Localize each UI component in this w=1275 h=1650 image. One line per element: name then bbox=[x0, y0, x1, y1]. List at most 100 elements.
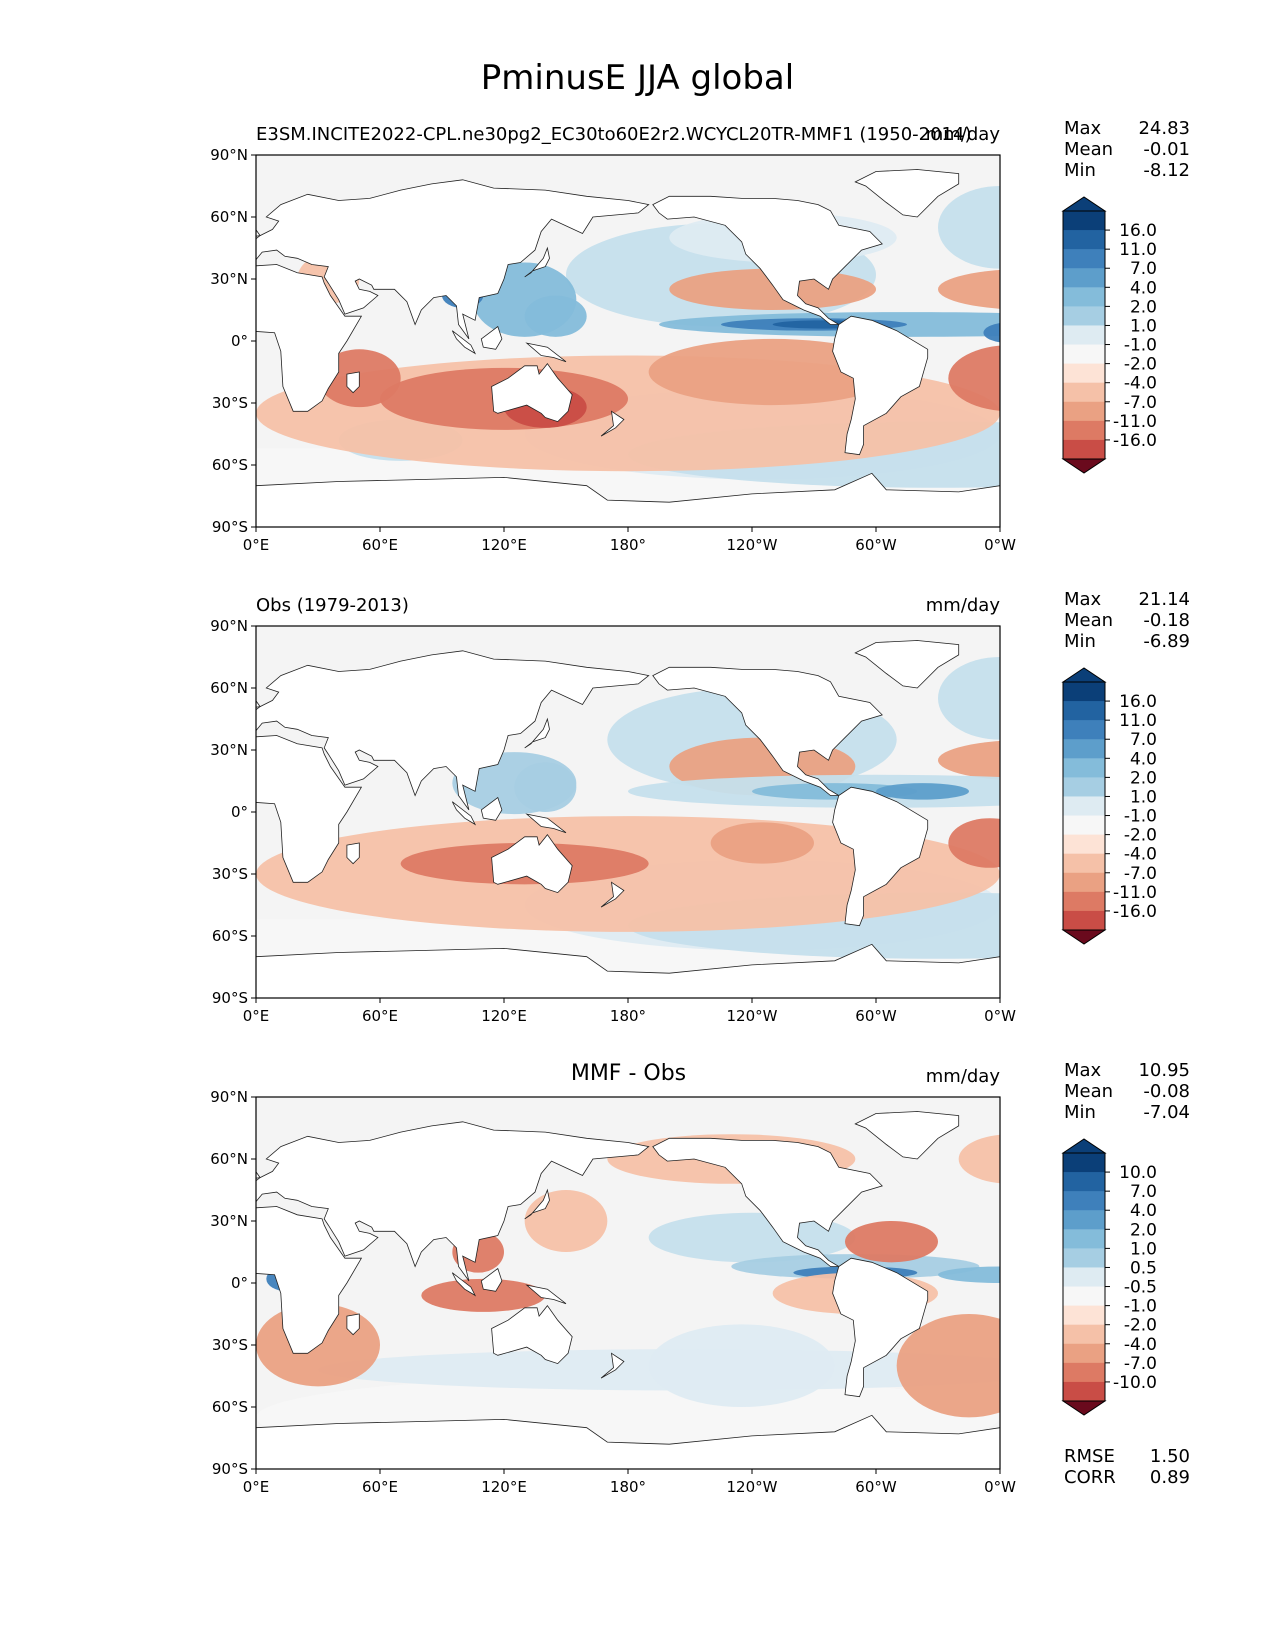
coastline-borneo bbox=[480, 796, 503, 821]
colorbar-swatch bbox=[1063, 344, 1105, 365]
colorbar-label: 11.0 bbox=[1119, 711, 1157, 731]
colorbar-swatch bbox=[1063, 872, 1105, 893]
contour-patch bbox=[524, 295, 587, 337]
x-tick-label: 60°E bbox=[362, 1007, 398, 1025]
map-panel-1: 0°E 60°E 120°E 180° 120°W 60°W 0°W 90°N 60°N 30°N… bbox=[210, 146, 1157, 554]
coastline-eurasia bbox=[256, 1121, 650, 1282]
colorbar-label: -2.0 bbox=[1124, 1316, 1157, 1336]
colorbar-swatch bbox=[1063, 325, 1105, 346]
x-tick-label: 0°E bbox=[243, 1007, 270, 1025]
coastline-japan bbox=[524, 246, 550, 278]
coastline-newguinea bbox=[525, 813, 567, 834]
coastline-eurasia bbox=[256, 179, 650, 340]
x-tick-label: 120°E bbox=[481, 1007, 527, 1025]
panel-3-title: MMF - Obs bbox=[570, 1061, 687, 1086]
colorbar-swatch bbox=[1063, 268, 1105, 288]
coastline-borneo bbox=[480, 325, 503, 350]
stat-label: Max bbox=[1064, 589, 1102, 610]
colorbar-swatch bbox=[1063, 891, 1105, 912]
colorbar-label: 4.0 bbox=[1130, 278, 1157, 298]
y-tick-label: 60°N bbox=[210, 1150, 248, 1168]
coastline-borneo bbox=[480, 1267, 503, 1292]
x-tick-label: 0°W bbox=[984, 1007, 1016, 1025]
panel-1-stats: Max 24.83 Mean -0.01 Min -8.12 bbox=[1064, 118, 1190, 181]
colorbar-label: 2.0 bbox=[1130, 297, 1157, 317]
contour-patch bbox=[938, 186, 1000, 269]
stat-label: Mean bbox=[1064, 610, 1114, 631]
coastline-northamerica bbox=[652, 195, 883, 325]
metric-value: 1.50 bbox=[1149, 1446, 1190, 1467]
coastline-southamerica bbox=[832, 315, 929, 456]
colorbar-swatch bbox=[1063, 739, 1105, 759]
panel-2-units: mm/day bbox=[925, 595, 1000, 616]
colorbar-label: 4.0 bbox=[1130, 749, 1157, 769]
panel-2-title: Obs (1979-2013) bbox=[256, 595, 409, 616]
colorbar-swatch bbox=[1063, 1381, 1105, 1402]
x-tick-label: 60°W bbox=[855, 1007, 897, 1025]
coastline-newzealand bbox=[600, 1352, 625, 1379]
stat-value: 21.14 bbox=[1138, 589, 1190, 610]
x-tick-label: 0°W bbox=[984, 1478, 1016, 1496]
colorbar-label: -2.0 bbox=[1124, 826, 1157, 846]
colorbar-swatch bbox=[1063, 1229, 1105, 1249]
colorbar: 10.07.04.02.01.00.5-0.5-1.0-2.0-4.0-7.0-… bbox=[1061, 1138, 1157, 1416]
colorbar-extend-top bbox=[1061, 1138, 1107, 1154]
coastline-japan bbox=[524, 1188, 550, 1220]
colorbar-label: -16.0 bbox=[1113, 902, 1157, 922]
coastline-newzealand bbox=[600, 881, 625, 908]
coastline-britain bbox=[256, 229, 261, 237]
coastline-australia bbox=[491, 363, 573, 423]
colorbar-swatch bbox=[1063, 211, 1105, 231]
colorbar-label: 2.0 bbox=[1130, 768, 1157, 788]
y-tick-label: 30°S bbox=[212, 1336, 248, 1354]
y-tick-label: 60°N bbox=[210, 208, 248, 226]
colorbar-swatch bbox=[1063, 834, 1105, 855]
x-tick-label: 120°W bbox=[727, 536, 778, 554]
coastline-madagascar bbox=[346, 1313, 360, 1336]
colorbar-swatch bbox=[1063, 401, 1105, 422]
colorbar-label: -1.0 bbox=[1124, 1297, 1157, 1317]
colorbar-swatch bbox=[1063, 1248, 1105, 1268]
stat-label: Mean bbox=[1064, 1081, 1114, 1102]
y-tick-label: 60°S bbox=[212, 1398, 248, 1416]
y-tick-label: 30°N bbox=[210, 1212, 248, 1230]
map-panel-2: 0°E 60°E 120°E 180° 120°W 60°W 0°W 90°N 60°N 30°N… bbox=[210, 617, 1157, 1025]
x-tick-label: 0°E bbox=[243, 1478, 270, 1496]
stat-value: -0.08 bbox=[1143, 1081, 1190, 1102]
colorbar-label: 0.5 bbox=[1130, 1258, 1157, 1278]
x-tick-label: 60°W bbox=[855, 1478, 897, 1496]
contour-patch bbox=[958, 1134, 1000, 1184]
contour-patch bbox=[938, 740, 1000, 780]
colorbar-label: -16.0 bbox=[1113, 431, 1157, 451]
coastline-sumatra bbox=[451, 801, 477, 826]
x-tick-label: 180° bbox=[610, 536, 646, 554]
colorbar-swatch bbox=[1063, 230, 1105, 250]
x-tick-label: 180° bbox=[610, 1478, 646, 1496]
colorbar-label: 4.0 bbox=[1130, 1201, 1157, 1221]
x-tick-label: 120°E bbox=[481, 536, 527, 554]
colorbar-swatch bbox=[1063, 1305, 1105, 1326]
colorbar-label: -1.0 bbox=[1124, 807, 1157, 827]
x-tick-label: 120°W bbox=[727, 1478, 778, 1496]
colorbar-swatch bbox=[1063, 853, 1105, 874]
colorbar-label: 1.0 bbox=[1130, 1239, 1157, 1259]
coastline-northamerica bbox=[652, 1137, 883, 1267]
colorbar-label: -11.0 bbox=[1113, 883, 1157, 903]
colorbar-label: -0.5 bbox=[1124, 1278, 1157, 1298]
y-tick-label: 60°S bbox=[212, 456, 248, 474]
colorbar-swatch bbox=[1063, 720, 1105, 740]
coastline-madagascar bbox=[346, 842, 360, 865]
colorbar-label: 1.0 bbox=[1130, 787, 1157, 807]
contour-patch bbox=[938, 657, 1000, 740]
x-tick-label: 60°W bbox=[855, 536, 897, 554]
coastline-africa bbox=[256, 264, 363, 412]
map-panel-3: 0°E 60°E 120°E 180° 120°W 60°W 0°W 90°N 60°N 30°N… bbox=[210, 1088, 1157, 1496]
colorbar-label: 7.0 bbox=[1130, 1182, 1157, 1202]
contour-field bbox=[256, 1097, 1000, 1469]
coastline-southamerica bbox=[832, 786, 929, 927]
contour-patch bbox=[896, 1314, 1000, 1418]
colorbar-swatch bbox=[1063, 420, 1105, 441]
stat-value: -8.12 bbox=[1143, 160, 1190, 181]
stat-value: -0.18 bbox=[1143, 610, 1190, 631]
